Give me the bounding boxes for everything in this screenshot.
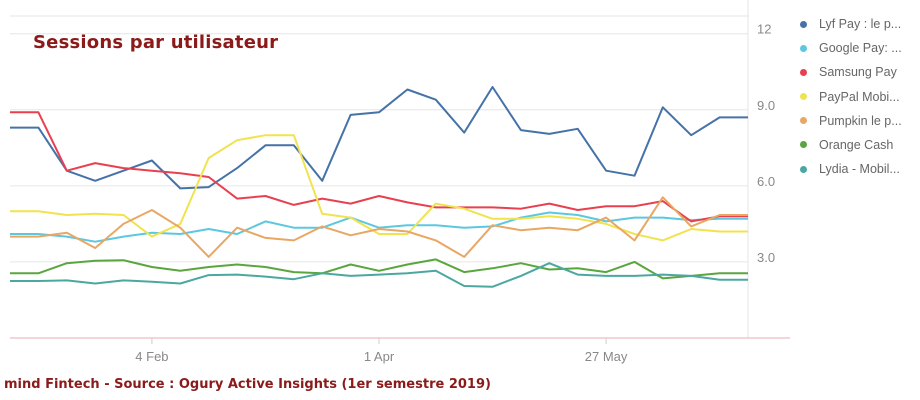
series-line-5 (10, 196, 748, 258)
series-layer (10, 86, 748, 288)
legend: Lyf Pay : le p... Google Pay: ... Samsung … (800, 16, 918, 185)
x-axis: 4 Feb 1 Apr 27 May (135, 338, 628, 364)
legend-marker-icon (800, 68, 807, 76)
y-tick-label: 12 (757, 22, 771, 37)
legend-label: Lyf Pay : le p... (819, 17, 902, 31)
series-line-3 (10, 111, 748, 223)
y-tick-label: 6.0 (757, 174, 775, 189)
source-note: mind Fintech - Source : Ogury Active Ins… (4, 377, 491, 392)
legend-marker-icon (800, 44, 807, 52)
chart-title: Sessions par utilisateur (33, 32, 279, 53)
legend-item[interactable]: Orange Cash (800, 137, 918, 153)
legend-marker-icon (800, 117, 807, 125)
legend-item[interactable]: Lydia - Mobil... (800, 161, 918, 177)
legend-item[interactable]: Lyf Pay : le p... (800, 16, 918, 32)
legend-marker-icon (800, 20, 807, 28)
x-tick-label: 27 May (585, 349, 628, 364)
legend-label: Google Pay: ... (819, 41, 902, 56)
legend-marker-icon (800, 141, 807, 149)
series-line-6 (10, 258, 748, 280)
legend-marker-icon (800, 165, 807, 173)
y-tick-label: 9.0 (757, 98, 775, 113)
legend-label: PayPal Mobi... (819, 89, 900, 104)
y-tick-label: 3.0 (757, 250, 775, 265)
legend-label: Samsung Pay (819, 65, 897, 80)
series-line-2 (10, 211, 748, 243)
legend-item[interactable]: PayPal Mobi... (800, 89, 918, 105)
legend-label: Lydia - Mobil... (819, 162, 900, 177)
legend-label: Orange Cash (819, 137, 894, 152)
x-tick-label: 4 Feb (135, 349, 168, 364)
series-line-4 (10, 134, 748, 242)
legend-label: Pumpkin le p... (819, 113, 902, 128)
series-line-1 (10, 86, 748, 190)
legend-item[interactable]: Samsung Pay (800, 64, 918, 80)
x-tick-label: 1 Apr (364, 349, 395, 364)
legend-item[interactable]: Pumpkin le p... (800, 113, 918, 129)
legend-marker-icon (800, 93, 807, 101)
legend-item[interactable]: Google Pay: ... (800, 40, 918, 56)
y-axis: 12 9.0 6.0 3.0 (757, 22, 775, 265)
series-line-7 (10, 262, 748, 288)
